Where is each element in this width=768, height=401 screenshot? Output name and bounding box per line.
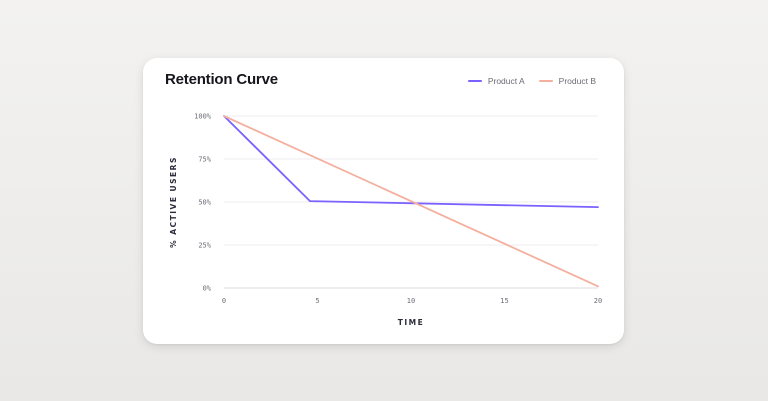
y-axis-ticks: 0% 25% 50% 75% 100%: [194, 113, 212, 293]
series-line-product-a: [223, 115, 599, 209]
chart-card: Retention Curve Product A Product B 0% 25…: [143, 58, 624, 344]
legend-label-product-a: Product A: [487, 76, 525, 86]
x-tick-label: 20: [594, 297, 602, 305]
x-axis-ticks: 0 5 10 15 20: [222, 297, 602, 305]
series-line-product-b: [223, 115, 599, 288]
y-tick-label: 50%: [198, 199, 211, 207]
x-tick-label: 15: [500, 297, 508, 305]
legend-swatch-product-a: [467, 80, 482, 82]
legend-label-product-b: Product B: [558, 76, 596, 86]
x-tick-label: 10: [407, 297, 415, 305]
y-axis-label: % ACTIVE USERS: [169, 156, 178, 248]
y-tick-label: 75%: [198, 156, 211, 164]
legend-item-product-a: Product A: [467, 76, 525, 86]
x-tick-label: 0: [222, 297, 226, 305]
chart-title: Retention Curve: [165, 71, 278, 88]
plot-area: 0%25%50%75%100% 0 5 10 15 20 % ACTIVE USERS …: [169, 113, 602, 328]
legend: Product A Product B: [467, 76, 596, 86]
series-lines: [223, 115, 599, 288]
y-tick-label: 25%: [198, 242, 211, 250]
y-tick-label: 100%: [194, 113, 212, 121]
legend-swatch-product-b: [538, 80, 553, 82]
x-axis-label: TIME: [398, 318, 425, 327]
y-tick-label: 0%: [203, 285, 212, 293]
legend-item-product-b: Product B: [538, 76, 596, 86]
x-tick-label: 5: [315, 297, 319, 305]
